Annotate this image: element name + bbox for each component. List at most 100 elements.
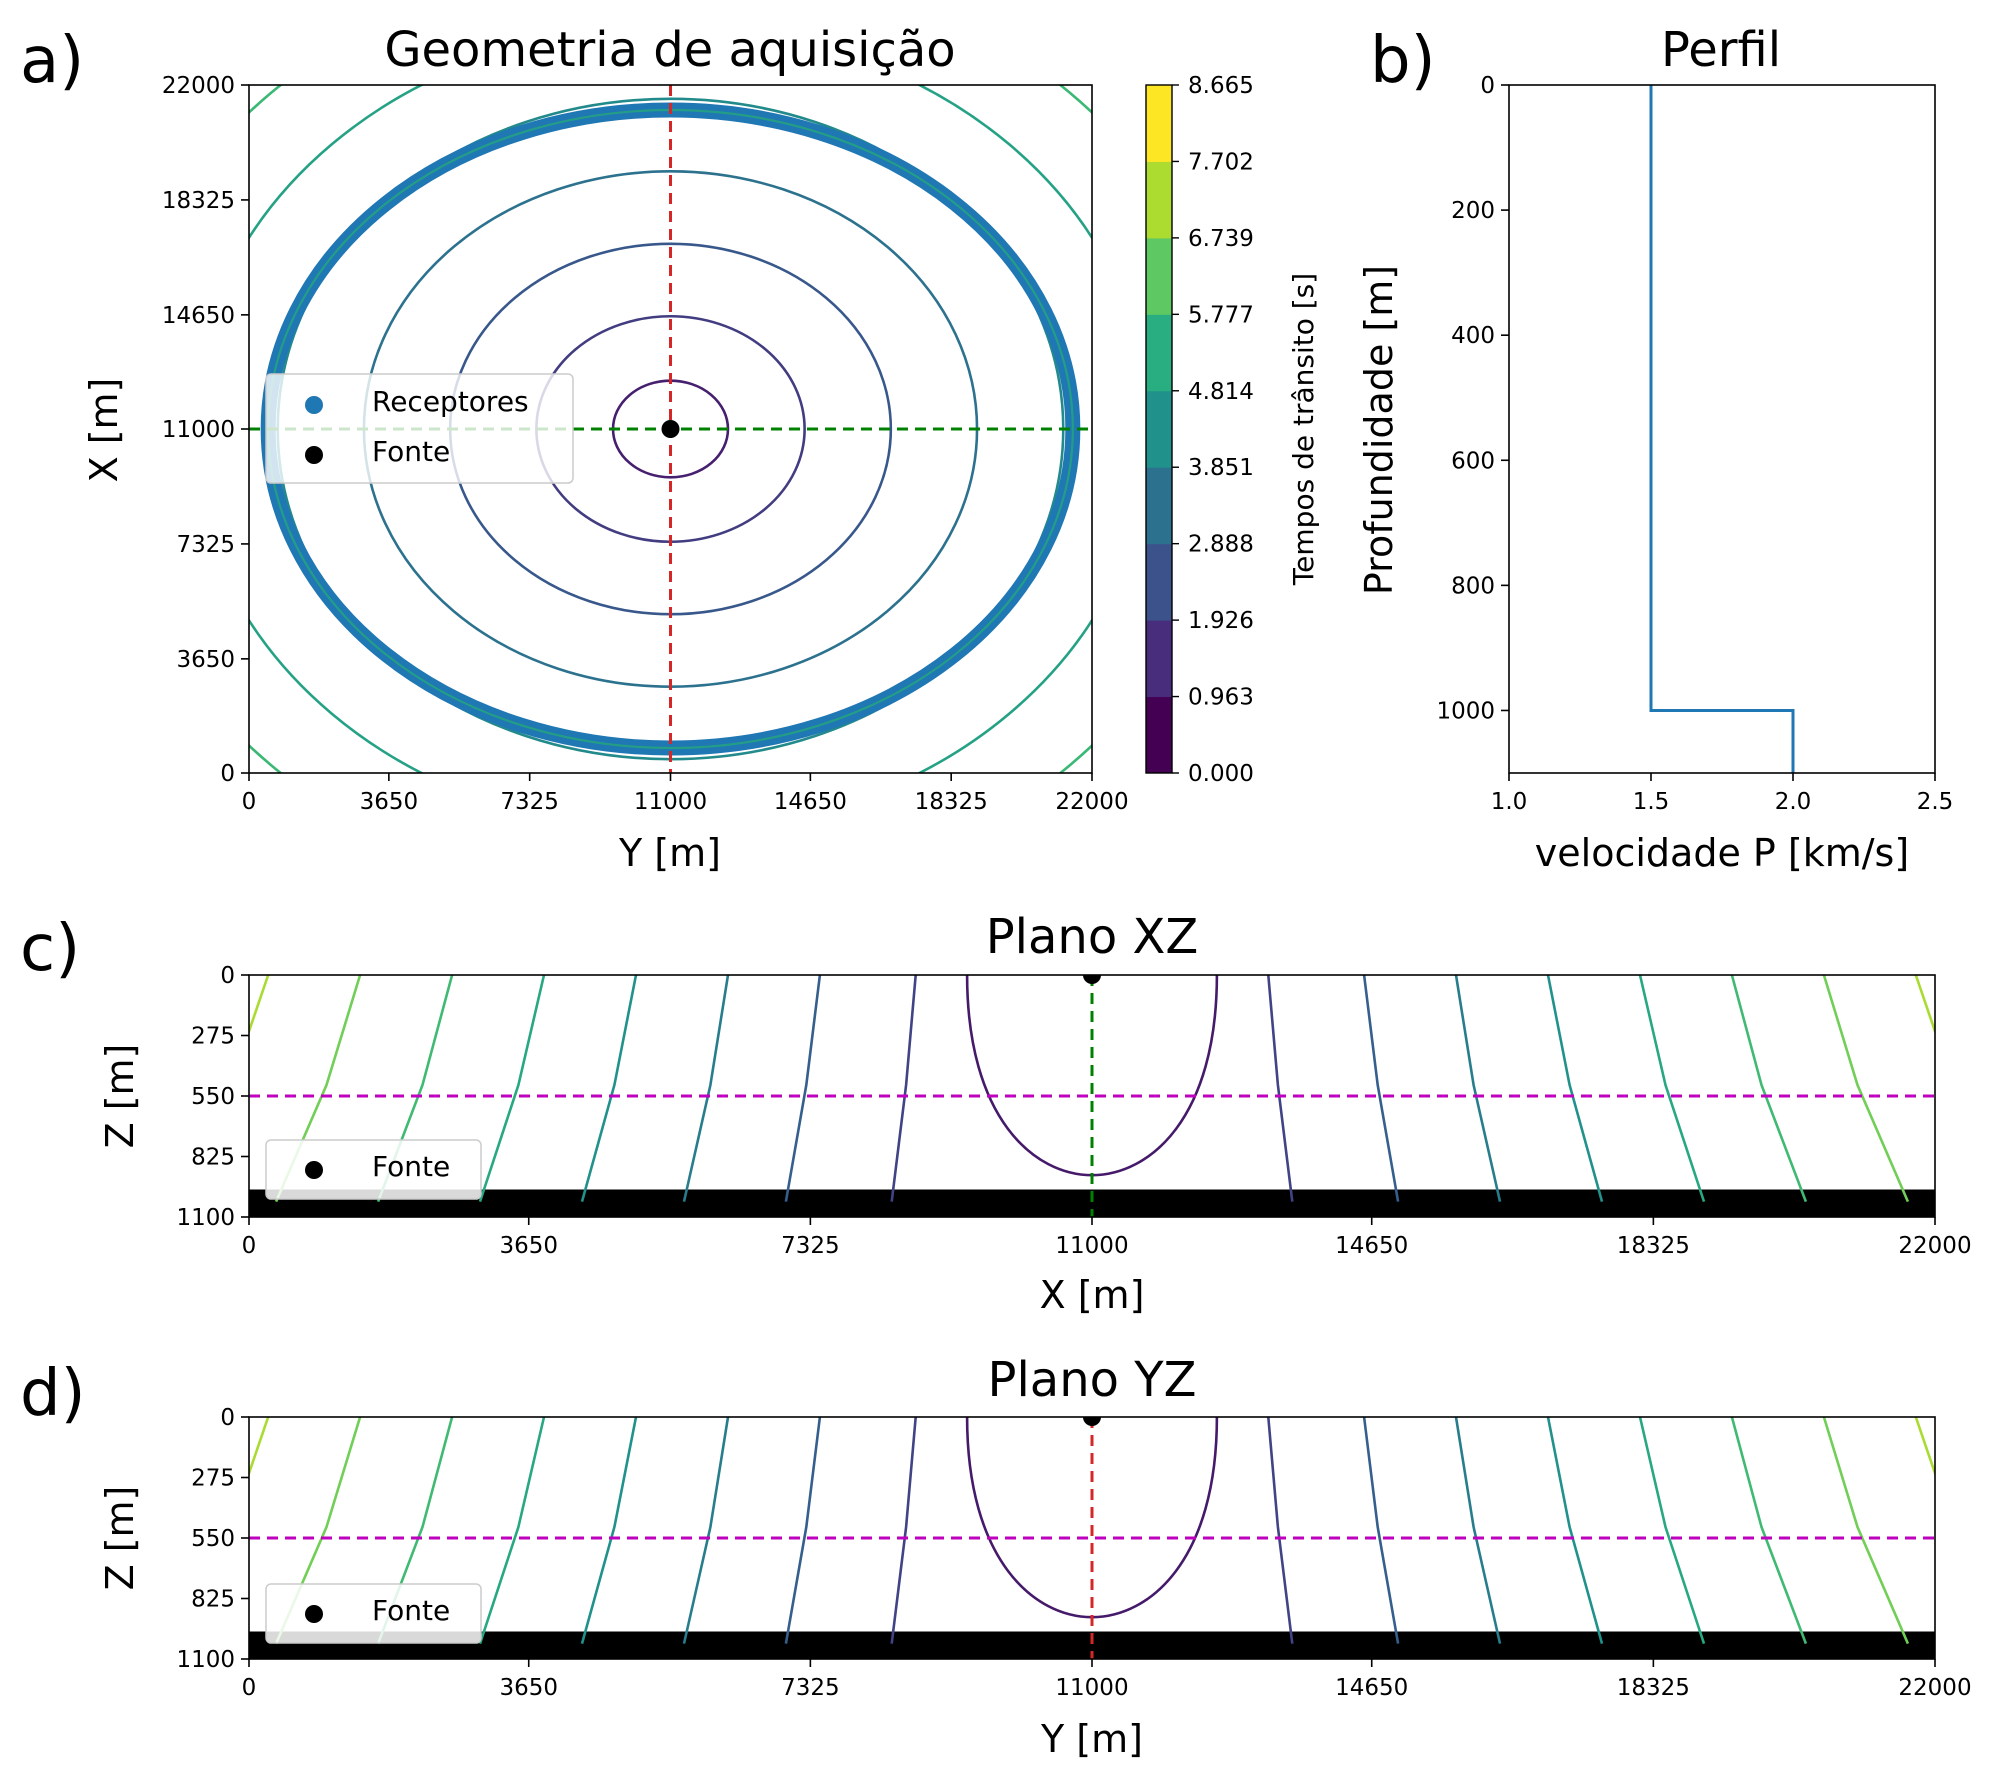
panel-b-label: b) (1370, 24, 1436, 98)
source-marker (661, 420, 680, 438)
panel-d-legend-marker (305, 1605, 323, 1623)
panel-a-legend: Receptores Fonte (265, 373, 574, 484)
colorbar-tick-label-5: 4.814 (1188, 379, 1254, 405)
panel-a-ylabel: X [m] (82, 378, 126, 483)
xtick-label-3: 11000 (1055, 1233, 1128, 1259)
isoline-right-8 (1914, 1417, 1935, 1478)
ytick-label-4: 1100 (176, 1647, 235, 1673)
isoline-right-6 (1730, 1417, 1808, 1645)
panel-a-legend-box (265, 373, 574, 484)
isoline-right-5 (1638, 975, 1706, 1203)
panel-b-ytick-label-5: 1000 (1436, 698, 1495, 724)
xtick-label-6: 22000 (1898, 1233, 1971, 1259)
colorbar-tick-label-8: 7.702 (1188, 149, 1254, 175)
panel-a-ytick-label-3: 11000 (162, 417, 235, 443)
colorbar-tick-label-3: 2.888 (1188, 532, 1254, 558)
panel-a-xtick-label-5: 18325 (915, 789, 988, 815)
isoline-left-3 (682, 975, 730, 1202)
ytick-label-2: 550 (191, 1084, 235, 1110)
panel-d-xlabel: Y [m] (1040, 1717, 1143, 1761)
panel-d-legend: Fonte (265, 1583, 482, 1644)
panel-c-label: c) (20, 912, 80, 986)
colorbar-tick-label-2: 1.926 (1188, 608, 1254, 634)
ytick-label-2: 550 (191, 1526, 235, 1552)
panel-c-legend-marker (305, 1161, 323, 1179)
panel-a-xtick-label-4: 14650 (774, 789, 847, 815)
panel-a-ytick-label-5: 18325 (162, 188, 235, 214)
isoline-left-8 (249, 975, 270, 1036)
ytick-label-4: 1100 (176, 1205, 235, 1231)
panel-c-legend-box (265, 1139, 482, 1200)
panel-d-plot-area (249, 1417, 1935, 1659)
isoline-left-1 (890, 1417, 917, 1644)
isoline-left-8 (249, 1417, 270, 1478)
panel-b-frame (1508, 84, 1936, 774)
isoline-right-3 (1454, 975, 1502, 1202)
legend-receivers-marker (305, 396, 323, 414)
panel-c-plot-area (249, 975, 1935, 1217)
panel-c-title: Plano XZ (986, 909, 1199, 965)
panel-d-legend-label: Fonte (372, 1594, 450, 1627)
panel-a-ticks: 0 3650 7325 11000 14650 18325 22000 0 3650 7325 11… (162, 73, 1129, 815)
colorbar-band-7 (1146, 161, 1172, 239)
panel-a-ytick-label-6: 22000 (162, 73, 235, 99)
panel-b-ticks: 1.0 1.5 2.0 2.5 0 200 400 600 800 1000 (1436, 73, 1953, 815)
panel-a-xtick-label-3: 11000 (634, 789, 707, 815)
panel-b: b) Perfil 1.0 1.5 2.0 2.502004006008001000 … (1357, 22, 1953, 875)
panel-c-xlabel: X [m] (1040, 1273, 1145, 1317)
panel-d-label: d) (20, 1357, 86, 1431)
xtick-label-2: 7325 (781, 1233, 840, 1259)
isoline-right-7 (1822, 975, 1910, 1203)
xtick-label-0: 0 (242, 1233, 257, 1259)
panel-d-ticks: 0 3650 7325 11000 14650 18325 22000 0 275 550 825 1… (176, 1405, 1971, 1701)
colorbar-band-8 (1146, 85, 1172, 162)
isoline-left-3 (682, 1417, 730, 1644)
panel-a-ytick-label-4: 14650 (162, 303, 235, 329)
panel-b-ytick-label-4: 800 (1451, 573, 1495, 599)
ytick-label-0: 0 (220, 963, 235, 989)
colorbar-tick-label-7: 6.739 (1188, 226, 1254, 252)
ytick-label-0: 0 (220, 1405, 235, 1431)
xtick-label-5: 18325 (1617, 1233, 1690, 1259)
panel-b-xtick-label-1: 1.5 (1633, 789, 1670, 815)
isoline-left-5 (478, 1417, 546, 1645)
panel-b-xlabel: velocidade P [km/s] (1535, 831, 1909, 875)
panel-a-ytick-label-1: 3650 (176, 647, 235, 673)
panel-c-ticks: 0 3650 7325 11000 14650 18325 22000 0 275 550 825 1… (176, 963, 1971, 1259)
panel-b-ytick-label-2: 400 (1451, 323, 1495, 349)
isoline-right-6 (1730, 975, 1808, 1203)
panel-b-ytick-label-0: 0 (1480, 73, 1495, 99)
legend-source-label: Fonte (372, 435, 450, 468)
colorbar-tick-label-6: 5.777 (1188, 302, 1254, 328)
legend-source-marker (305, 446, 323, 464)
colorbar-band-6 (1146, 237, 1172, 315)
panel-a-xtick-label-0: 0 (242, 789, 257, 815)
panel-b-plot-area (1649, 85, 1795, 773)
colorbar-label: Tempos de trânsito [s] (1287, 273, 1320, 586)
panel-d-title: Plano YZ (988, 1352, 1197, 1408)
velocity-profile-line (1649, 85, 1795, 773)
xtick-label-4: 14650 (1335, 1233, 1408, 1259)
isoline-right-1 (1267, 975, 1294, 1202)
xtick-label-3: 11000 (1055, 1675, 1128, 1701)
panel-c-legend-label: Fonte (372, 1150, 450, 1183)
source-marker (1083, 1417, 1101, 1426)
colorbar-tick-label-4: 3.851 (1188, 455, 1254, 481)
xtick-label-5: 18325 (1617, 1675, 1690, 1701)
panel-a-title: Geometria de aquisição (384, 22, 955, 78)
isoline-right-3 (1454, 1417, 1502, 1644)
isoline-left-4 (580, 1417, 638, 1644)
panel-b-title: Perfil (1661, 22, 1781, 78)
xtick-label-1: 3650 (499, 1233, 558, 1259)
ytick-label-3: 825 (191, 1587, 235, 1613)
colorbar-tick-label-9: 8.665 (1188, 73, 1254, 99)
isoline-left-2 (784, 975, 822, 1202)
panel-a-xtick-label-2: 7325 (500, 789, 559, 815)
panel-b-xtick-label-2: 2.0 (1775, 789, 1812, 815)
xtick-label-4: 14650 (1335, 1675, 1408, 1701)
colorbar-tick-label-1: 0.963 (1188, 685, 1254, 711)
colorbar-band-4 (1146, 390, 1172, 468)
colorbar-band-1 (1146, 620, 1172, 698)
panel-b-ytick-label-3: 600 (1451, 448, 1495, 474)
